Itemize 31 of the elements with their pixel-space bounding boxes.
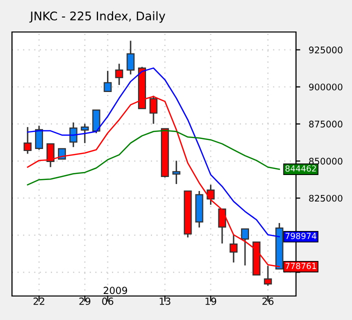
candlestick [80, 123, 89, 144]
annotation: 2009 [104, 286, 128, 294]
data-label: 798974 [286, 232, 316, 240]
candlestick [115, 63, 124, 86]
candlestick [241, 228, 250, 266]
x-tick-label: 26 [262, 298, 274, 305]
x-tick-label: 13 [160, 298, 170, 305]
y-tick-label: 825000 [309, 194, 342, 202]
x-tick-label: 06 [102, 298, 114, 305]
candlestick [126, 40, 135, 76]
line-series [26, 67, 280, 238]
x-tick-label: 22 [34, 298, 44, 305]
candlestick [172, 160, 180, 185]
data-label: 778761 [286, 262, 316, 270]
y-tick-label: 900000 [309, 84, 342, 90]
line-series [26, 130, 280, 186]
candlestick [92, 109, 100, 134]
candlestick [24, 126, 32, 154]
candlestick [230, 234, 238, 264]
candlestick [46, 143, 54, 168]
x-tick-label: 29 [79, 298, 90, 305]
candlestick [206, 184, 215, 206]
chart-title: JNKC - 225 Index, Daily [29, 11, 166, 23]
candlestick [69, 122, 78, 148]
data-label: 844462 [285, 165, 316, 172]
candlestick [35, 125, 44, 150]
y-tick-label: 925000 [309, 46, 342, 54]
candlestick [104, 70, 112, 92]
candlestick [218, 208, 226, 244]
y-tick-label: 875000 [309, 120, 342, 128]
x-tick-label: 19 [206, 298, 216, 305]
